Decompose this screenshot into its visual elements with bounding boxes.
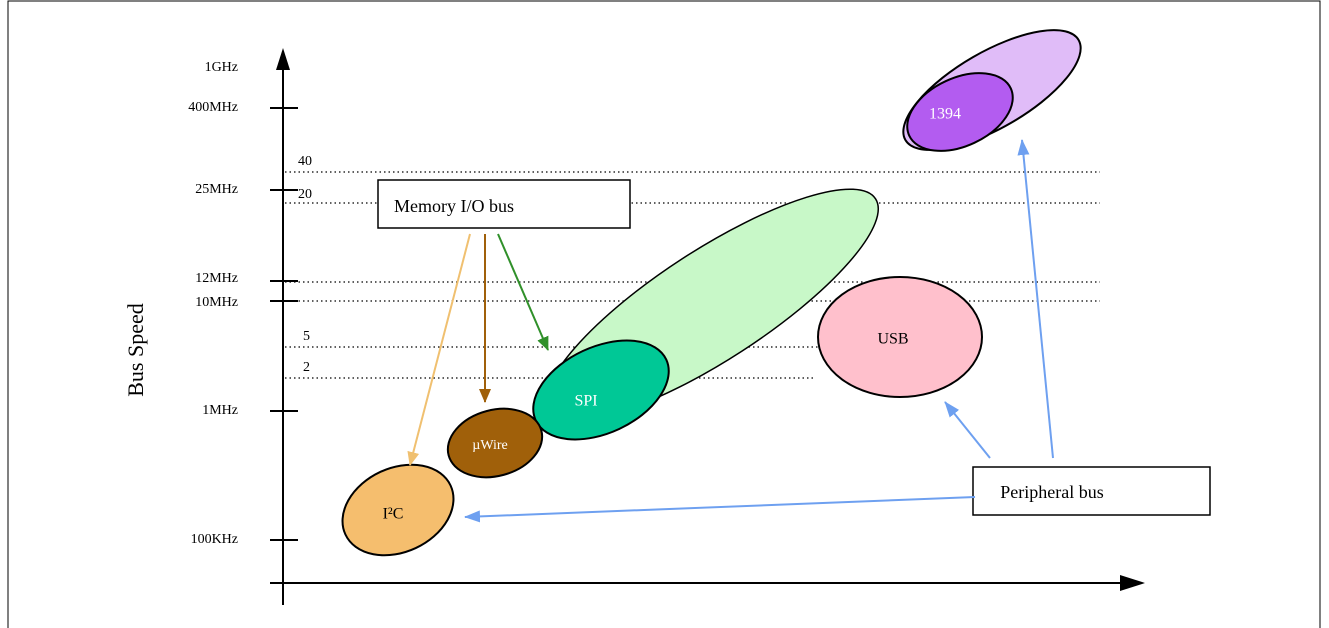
- box: [377, 179, 631, 229]
- arrow: [1017, 139, 1054, 459]
- label-microwire: µWire: [472, 438, 508, 453]
- tick-label: 25MHz: [195, 182, 238, 197]
- tick-label: 12MHz: [195, 271, 238, 286]
- label-i2c: I²C: [383, 506, 404, 523]
- arrow: [497, 233, 549, 351]
- ticks: [270, 107, 298, 541]
- frame: [7, 0, 1321, 628]
- tick-label: 100KHz: [191, 532, 238, 547]
- ellipse-1394: [906, 72, 1014, 152]
- line-label: 5: [303, 329, 310, 344]
- arrow: [464, 496, 976, 523]
- tick-label: 400MHz: [188, 100, 238, 115]
- y-arrow: [276, 48, 290, 70]
- y-axis-label: Bus Speed: [123, 303, 148, 397]
- arrow: [944, 401, 991, 459]
- label-1394: 1394: [929, 106, 961, 123]
- line-label: 2: [303, 360, 310, 375]
- tick-label: 1GHz: [205, 60, 238, 75]
- ellipse-microwire: [446, 407, 544, 479]
- tick-label: 10MHz: [195, 295, 238, 310]
- label-spi: SPI: [574, 393, 597, 410]
- box: [972, 466, 1211, 516]
- box-label: Peripheral bus: [1000, 482, 1103, 502]
- ellipse-i2c: [341, 463, 455, 557]
- line-label: 20: [298, 187, 312, 202]
- label-usb: USB: [877, 331, 908, 348]
- box-label: Memory I/O bus: [394, 196, 514, 216]
- tick-label: 1MHz: [202, 403, 238, 418]
- ellipse-usb: [817, 276, 983, 398]
- x-arrow: [1120, 575, 1145, 591]
- arrow: [407, 233, 471, 466]
- line-label: 40: [298, 154, 312, 169]
